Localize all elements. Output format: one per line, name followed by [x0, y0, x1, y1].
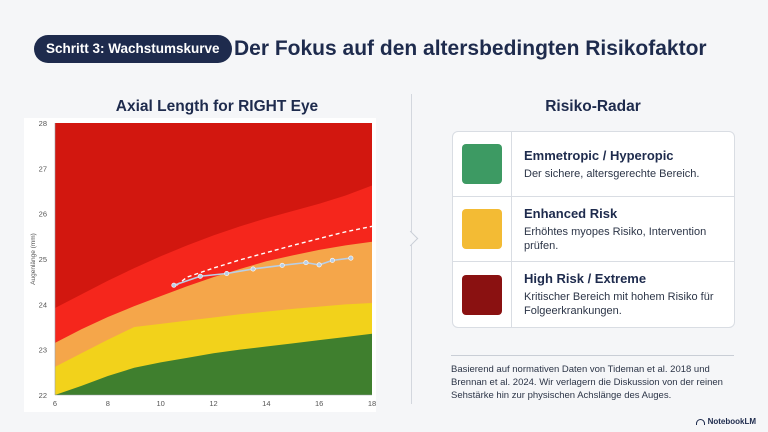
measurement-point: [250, 266, 256, 272]
measurement-point: [197, 273, 203, 279]
legend-item-emmetropic: Emmetropic / Hyperopic Der sichere, alte…: [453, 132, 734, 197]
legend-description: Kritischer Bereich mit hohem Risiko für …: [524, 291, 714, 317]
radar-title: Risiko-Radar: [545, 98, 641, 115]
source-note: Basierend auf normativen Daten von Tidem…: [451, 364, 723, 401]
measurement-point: [224, 271, 230, 277]
y-tick-label: 23: [39, 346, 47, 355]
y-tick-label: 27: [39, 164, 47, 173]
x-tick-label: 16: [315, 399, 323, 408]
legend-heading: Emmetropic / Hyperopic: [524, 147, 674, 163]
legend-description: Der sichere, altersgerechte Bereich.: [524, 167, 700, 180]
risk-legend: Emmetropic / Hyperopic Der sichere, alte…: [452, 131, 735, 328]
source-divider: [451, 355, 734, 356]
y-tick-label: 24: [39, 300, 47, 309]
x-tick-label: 18: [368, 399, 376, 408]
red-swatch: [462, 274, 502, 315]
legend-item-high-risk: High Risk / Extreme Kritischer Bereich m…: [453, 262, 734, 327]
measurement-point: [303, 260, 309, 266]
chevron-right-icon: [402, 230, 419, 247]
chart-title: Axial Length for RIGHT Eye: [115, 98, 319, 115]
measurement-point: [316, 262, 322, 268]
step-badge: Schritt 3: Wachstumskurve: [34, 35, 232, 63]
x-tick-label: 12: [209, 399, 217, 408]
y-tick-label: 28: [39, 119, 47, 128]
x-tick-label: 6: [53, 399, 57, 408]
legend-item-enhanced-risk: Enhanced Risk Erhöhtes myopes Risiko, In…: [453, 197, 734, 262]
legend-description: Erhöhtes myopes Risiko, Intervention prü…: [524, 225, 707, 252]
legend-heading: High Risk / Extreme: [524, 271, 647, 286]
y-tick-label: 26: [39, 210, 47, 219]
notebooklm-icon: [695, 418, 705, 425]
page-title: Der Fokus auf den altersbedingten Risiko…: [234, 37, 707, 60]
trend-line: [176, 225, 373, 286]
green-swatch: [462, 144, 502, 184]
legend-heading: Enhanced Risk: [524, 205, 618, 221]
measurement-point: [171, 282, 177, 288]
y-axis-label: Augenlänge (mm): [30, 233, 37, 285]
brand-name: NotebookLM: [707, 417, 756, 426]
measurement-point: [329, 257, 335, 263]
brand-logo: NotebookLM: [695, 417, 756, 426]
x-tick-label: 14: [262, 399, 270, 408]
x-tick-label: 10: [156, 399, 164, 408]
y-tick-label: 25: [39, 255, 47, 264]
risk-band-0: [55, 333, 372, 395]
yellow-swatch: [462, 209, 502, 249]
measurement-point: [348, 255, 354, 261]
measurement-point: [279, 262, 285, 268]
x-tick-label: 8: [106, 399, 110, 408]
y-tick-label: 22: [39, 391, 47, 400]
axial-length-chart: 22 23 24 25 26 27 28 6 8 10 12 14 16 18 Augenlänge (mm…: [24, 118, 376, 412]
section-divider: [411, 94, 412, 404]
